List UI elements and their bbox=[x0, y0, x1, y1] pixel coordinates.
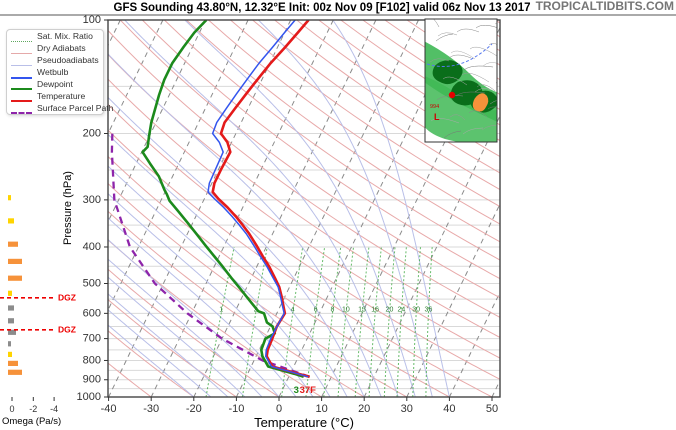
svg-text:400: 400 bbox=[83, 241, 101, 253]
svg-text:-4: -4 bbox=[50, 404, 58, 414]
svg-text:Omega (Pa/s): Omega (Pa/s) bbox=[2, 416, 61, 427]
svg-text:4: 4 bbox=[291, 306, 295, 313]
svg-text:30: 30 bbox=[401, 403, 413, 415]
svg-text:500: 500 bbox=[83, 278, 101, 290]
svg-text:37F: 37F bbox=[300, 385, 317, 396]
svg-text:3: 3 bbox=[294, 385, 299, 396]
svg-text:-30: -30 bbox=[143, 403, 159, 415]
svg-text:700: 700 bbox=[83, 333, 101, 345]
svg-text:-2: -2 bbox=[29, 404, 37, 414]
svg-text:-10: -10 bbox=[228, 403, 244, 415]
svg-text:DGZ: DGZ bbox=[58, 293, 76, 303]
svg-text:DGZ: DGZ bbox=[58, 325, 76, 335]
svg-text:Temperature (°C): Temperature (°C) bbox=[254, 415, 354, 430]
svg-text:10: 10 bbox=[315, 403, 327, 415]
svg-text:24: 24 bbox=[397, 306, 405, 313]
svg-text:50: 50 bbox=[486, 403, 498, 415]
svg-text:16: 16 bbox=[371, 306, 379, 313]
svg-text:10: 10 bbox=[342, 306, 350, 313]
svg-text:600: 600 bbox=[83, 307, 101, 319]
svg-text:36: 36 bbox=[425, 306, 433, 313]
svg-text:6: 6 bbox=[314, 306, 318, 313]
svg-text:100: 100 bbox=[83, 14, 101, 26]
svg-text:994: 994 bbox=[430, 104, 439, 110]
svg-text:40: 40 bbox=[443, 403, 455, 415]
svg-text:900: 900 bbox=[83, 374, 101, 386]
svg-text:20: 20 bbox=[358, 403, 370, 415]
svg-text:800: 800 bbox=[83, 354, 101, 366]
svg-text:300: 300 bbox=[83, 194, 101, 206]
svg-text:0: 0 bbox=[9, 404, 14, 414]
svg-text:L: L bbox=[434, 112, 440, 122]
svg-text:1: 1 bbox=[219, 306, 223, 313]
svg-text:1000: 1000 bbox=[77, 391, 101, 403]
svg-text:TROPICALTIDBITS.COM: TROPICALTIDBITS.COM bbox=[536, 0, 674, 13]
svg-text:0: 0 bbox=[276, 403, 282, 415]
svg-text:30: 30 bbox=[412, 306, 420, 313]
svg-text:GFS Sounding 43.80°N, 12.32°E: GFS Sounding 43.80°N, 12.32°E Init: 00z … bbox=[114, 2, 531, 14]
svg-text:-20: -20 bbox=[186, 403, 202, 415]
svg-text:20: 20 bbox=[386, 306, 394, 313]
svg-text:8: 8 bbox=[331, 306, 335, 313]
svg-text:2: 2 bbox=[254, 306, 258, 313]
svg-text:13: 13 bbox=[358, 306, 366, 313]
svg-text:200: 200 bbox=[83, 127, 101, 139]
svg-text:-40: -40 bbox=[101, 403, 117, 415]
svg-text:Pressure (hPa): Pressure (hPa) bbox=[62, 171, 74, 245]
